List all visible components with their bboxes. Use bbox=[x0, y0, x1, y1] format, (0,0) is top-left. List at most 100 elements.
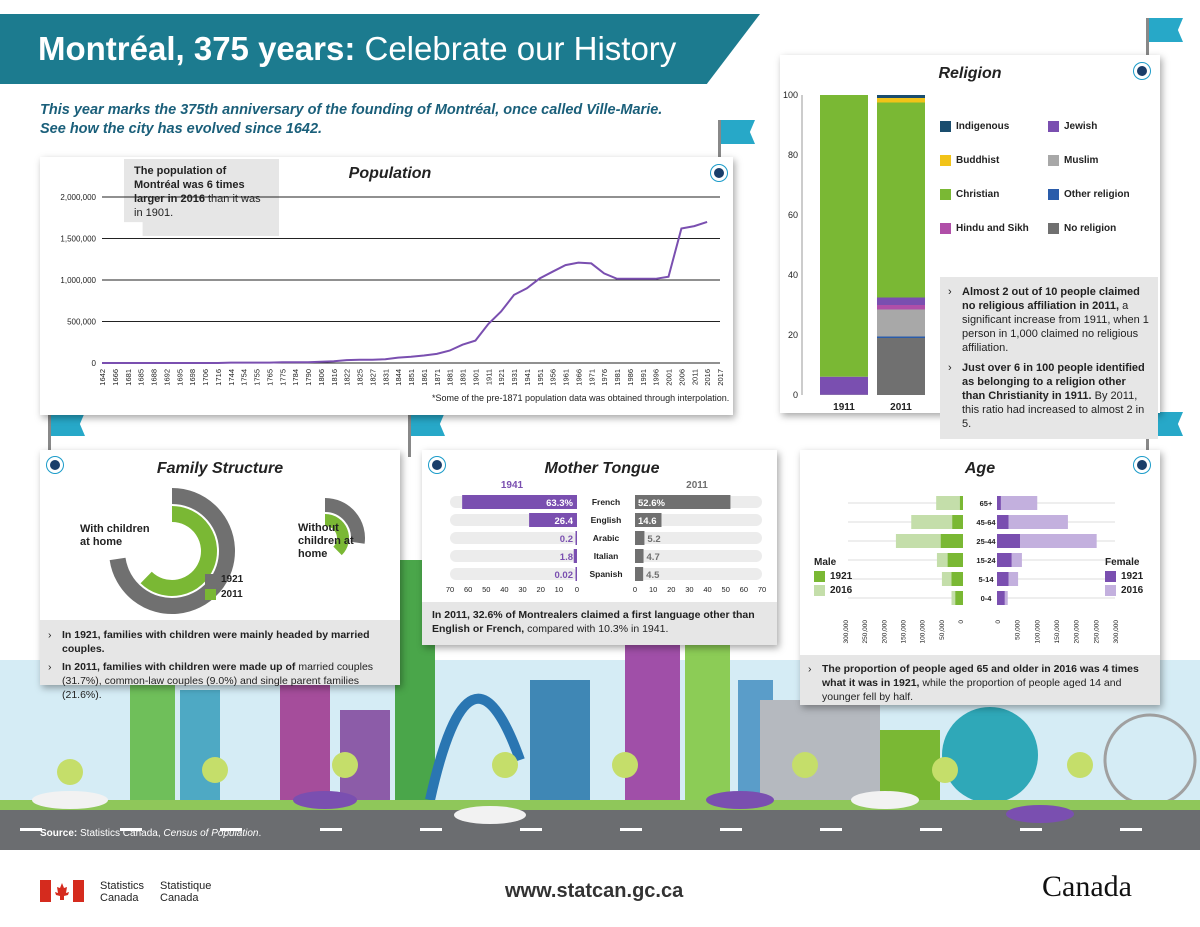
y-tick-label: 100 bbox=[783, 90, 798, 100]
religion-bar-segment bbox=[877, 336, 925, 338]
legend-item: Other religion bbox=[1048, 189, 1130, 200]
legend-label: Christian bbox=[956, 189, 1000, 201]
category-label: Italian bbox=[594, 551, 619, 561]
x-tick-label: 1844 bbox=[394, 369, 403, 386]
x-tick-label: 20 bbox=[667, 585, 675, 594]
y-tick-label: 0 bbox=[92, 359, 97, 368]
religion-title: Religion bbox=[938, 65, 1002, 82]
religion-chart: 0 20 40 60 80 100 1911 2011 bbox=[783, 90, 925, 413]
legend-label: Buddhist bbox=[956, 155, 1000, 167]
religion-bar-segment bbox=[877, 297, 925, 305]
bar-male-1921 bbox=[947, 553, 963, 567]
x-tick-label: 1891 bbox=[459, 369, 468, 386]
bar-track bbox=[635, 550, 762, 562]
subtitle: This year marks the 375th anniversary of… bbox=[40, 102, 663, 137]
donut-value-label: 72.7% bbox=[133, 488, 158, 498]
x-tick-label: 40 bbox=[703, 585, 711, 594]
pin-icon bbox=[1134, 457, 1150, 473]
bar-track bbox=[450, 532, 577, 544]
donut-value-label: 27.3% bbox=[281, 487, 306, 497]
arrow-icon: › bbox=[48, 629, 52, 641]
x-tick-label: 40 bbox=[500, 585, 508, 594]
x-tick-label: 100,000 bbox=[920, 620, 927, 644]
family-title: Family Structure bbox=[156, 460, 284, 477]
x-tick-label: 1931 bbox=[510, 369, 519, 386]
legend-item: Christian bbox=[940, 189, 999, 200]
x-tick-label: 1961 bbox=[562, 369, 571, 386]
x-tick-label: 1784 bbox=[291, 369, 300, 386]
legend-swatch bbox=[940, 121, 951, 132]
donut-arc bbox=[140, 506, 217, 596]
y-tick-label: 80 bbox=[788, 150, 798, 160]
bar-track bbox=[635, 514, 762, 526]
x-tick-label: 60 bbox=[464, 585, 472, 594]
x-tick-label: 70 bbox=[446, 585, 454, 594]
x-tick-label: 200,000 bbox=[881, 620, 888, 644]
x-tick-label: 1806 bbox=[317, 369, 326, 386]
x-tick-label: 2001 bbox=[665, 369, 674, 386]
x-tick-label: 250,000 bbox=[862, 620, 869, 644]
legend-label: Muslim bbox=[1064, 155, 1099, 167]
x-tick-label: 1688 bbox=[150, 369, 159, 386]
legend-swatch bbox=[1048, 189, 1059, 200]
donut-arc bbox=[324, 498, 365, 544]
x-tick-label: 0 bbox=[633, 585, 637, 594]
x-tick-label: 1941 bbox=[523, 369, 532, 386]
x-tick-label: 1755 bbox=[253, 369, 262, 386]
with-children-label: With children at home bbox=[80, 523, 150, 548]
x-tick-label: 1816 bbox=[330, 369, 339, 386]
age-note: › The proportion of people aged 65 and ol… bbox=[800, 655, 1160, 705]
x-tick-label: 10 bbox=[649, 585, 657, 594]
year-label-right: 2011 bbox=[686, 480, 708, 491]
family-legend: 1921 2011 bbox=[205, 572, 243, 602]
religion-panel: Religion 0 20 40 60 80 100 1911 2011 Indigenous… bbox=[780, 55, 1160, 439]
x-tick-label: 2011 bbox=[890, 402, 912, 413]
religion-bar-segment bbox=[820, 95, 868, 377]
population-line bbox=[102, 220, 708, 364]
x-tick-label: 1921 bbox=[497, 369, 506, 386]
female-legend: Female 1921 2016 bbox=[1105, 557, 1144, 596]
bar-2011 bbox=[635, 513, 662, 527]
religion-bar-segment bbox=[877, 95, 925, 98]
bar-male-1921 bbox=[952, 515, 963, 529]
legend-label: Other religion bbox=[1064, 189, 1130, 201]
x-tick-label: 1685 bbox=[137, 369, 146, 386]
donut-arc bbox=[324, 514, 349, 556]
value-label-2011: 14.6 bbox=[638, 516, 657, 527]
legend-swatch bbox=[1048, 223, 1059, 234]
x-tick-label: 1976 bbox=[600, 369, 609, 386]
x-tick-label: 1827 bbox=[368, 369, 377, 386]
arrow-icon: › bbox=[808, 663, 812, 675]
legend-swatch bbox=[205, 573, 216, 585]
x-tick-label: 2017 bbox=[716, 369, 725, 386]
legend-label: No religion bbox=[1064, 223, 1117, 235]
age-title: Age bbox=[964, 460, 996, 477]
website-link[interactable]: www.statcan.gc.ca bbox=[505, 880, 684, 902]
flag-pole bbox=[1146, 18, 1149, 68]
bar-1941 bbox=[529, 513, 577, 527]
bar-female-1921 bbox=[997, 496, 1001, 510]
legend-item: Muslim bbox=[1048, 155, 1098, 166]
x-tick-label: 1881 bbox=[446, 369, 455, 386]
x-tick-label: 1825 bbox=[356, 369, 365, 386]
x-tick-label: 1765 bbox=[265, 369, 274, 386]
age-panel: Age 65+ 45-64 25-44 15-24 5-14 0-4 300,000 250,… bbox=[800, 450, 1160, 705]
bar-track bbox=[450, 550, 577, 562]
x-tick-label: 1951 bbox=[536, 369, 545, 386]
x-tick-label: 1822 bbox=[343, 369, 352, 386]
x-tick-label: 50,000 bbox=[939, 620, 946, 640]
y-tick-label: 40 bbox=[788, 270, 798, 280]
x-tick-label: 1956 bbox=[549, 369, 558, 386]
legend-swatch bbox=[940, 155, 951, 166]
age-category-label: 5-14 bbox=[978, 575, 994, 584]
y-tick-label: 60 bbox=[788, 210, 798, 220]
religion-bar-segment bbox=[877, 309, 925, 337]
family-chart: 72.7% 62.3% 27.3% 37.7% bbox=[109, 487, 365, 614]
legend-swatch bbox=[205, 588, 216, 600]
x-tick-label: 250,000 bbox=[1093, 620, 1100, 644]
tongue-panel: Mother Tongue 1941 2011 63.3% 52.6% French 26… bbox=[422, 450, 777, 645]
x-tick-label: 70 bbox=[758, 585, 766, 594]
x-tick-label: 1901 bbox=[471, 369, 480, 386]
legend-swatch bbox=[1048, 155, 1059, 166]
x-tick-label: 50 bbox=[722, 585, 730, 594]
